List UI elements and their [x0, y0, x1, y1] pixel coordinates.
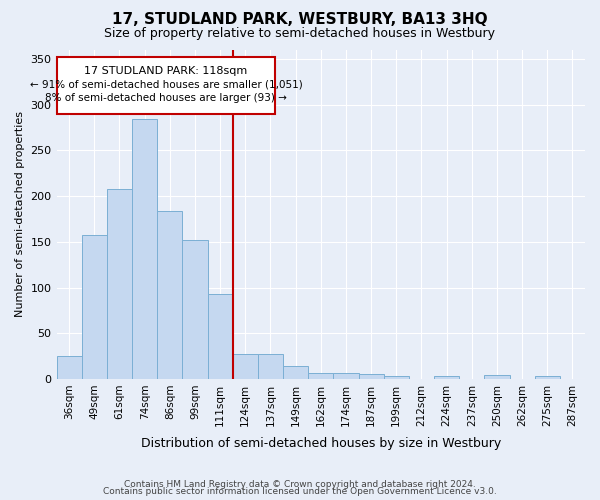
Bar	[434, 376, 459, 379]
Bar	[258, 354, 283, 379]
Text: 8% of semi-detached houses are larger (93) →: 8% of semi-detached houses are larger (9…	[45, 94, 287, 104]
Text: 17, STUDLAND PARK, WESTBURY, BA13 3HQ: 17, STUDLAND PARK, WESTBURY, BA13 3HQ	[112, 12, 488, 28]
Bar	[56, 356, 82, 379]
FancyBboxPatch shape	[56, 58, 275, 114]
Bar	[383, 376, 409, 379]
Bar	[233, 354, 258, 379]
Text: Contains public sector information licensed under the Open Government Licence v3: Contains public sector information licen…	[103, 487, 497, 496]
Text: 17 STUDLAND PARK: 118sqm: 17 STUDLAND PARK: 118sqm	[85, 66, 248, 76]
Text: Size of property relative to semi-detached houses in Westbury: Size of property relative to semi-detach…	[104, 28, 496, 40]
Bar	[132, 118, 157, 379]
Bar	[535, 376, 560, 379]
Bar	[308, 374, 334, 379]
Bar	[359, 374, 383, 379]
Text: Contains HM Land Registry data © Crown copyright and database right 2024.: Contains HM Land Registry data © Crown c…	[124, 480, 476, 489]
Text: ← 91% of semi-detached houses are smaller (1,051): ← 91% of semi-detached houses are smalle…	[29, 80, 302, 90]
Bar	[82, 236, 107, 379]
Bar	[157, 211, 182, 379]
Bar	[182, 240, 208, 379]
Bar	[208, 294, 233, 379]
Bar	[283, 366, 308, 379]
X-axis label: Distribution of semi-detached houses by size in Westbury: Distribution of semi-detached houses by …	[140, 437, 501, 450]
Bar	[484, 375, 509, 379]
Bar	[107, 189, 132, 379]
Y-axis label: Number of semi-detached properties: Number of semi-detached properties	[15, 112, 25, 318]
Bar	[334, 374, 359, 379]
